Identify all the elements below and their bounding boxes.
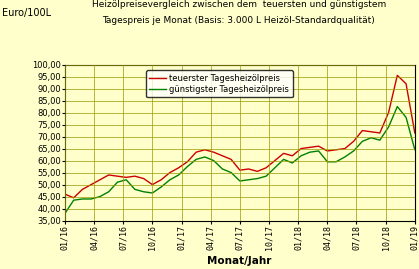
günstigster Tagesheizölpreis	[106, 190, 111, 193]
Text: Monat/Jahr: Monat/Jahr	[207, 256, 271, 266]
günstigster Tagesheizölpreis	[360, 140, 365, 143]
günstigster Tagesheizölpreis	[299, 154, 304, 157]
teuerster Tagesheizölpreis	[325, 149, 330, 153]
Text: Euro/100L: Euro/100L	[2, 8, 51, 18]
teuerster Tagesheizölpreis	[115, 175, 120, 178]
teuerster Tagesheizölpreis	[97, 178, 102, 181]
günstigster Tagesheizölpreis	[308, 151, 313, 154]
günstigster Tagesheizölpreis	[229, 171, 234, 174]
teuerster Tagesheizölpreis	[167, 171, 173, 174]
teuerster Tagesheizölpreis	[334, 148, 339, 151]
teuerster Tagesheizölpreis	[290, 154, 295, 157]
teuerster Tagesheizölpreis	[237, 169, 242, 172]
günstigster Tagesheizölpreis	[115, 180, 120, 184]
teuerster Tagesheizölpreis	[264, 166, 269, 169]
günstigster Tagesheizölpreis	[194, 158, 199, 161]
günstigster Tagesheizölpreis	[159, 185, 164, 189]
günstigster Tagesheizölpreis	[150, 191, 155, 194]
günstigster Tagesheizölpreis	[412, 148, 417, 151]
teuerster Tagesheizölpreis	[255, 170, 260, 173]
teuerster Tagesheizölpreis	[89, 183, 94, 186]
Line: teuerster Tagesheizölpreis: teuerster Tagesheizölpreis	[65, 75, 415, 198]
teuerster Tagesheizölpreis	[62, 193, 67, 196]
teuerster Tagesheizölpreis	[412, 131, 417, 134]
teuerster Tagesheizölpreis	[229, 158, 234, 161]
günstigster Tagesheizölpreis	[264, 175, 269, 178]
günstigster Tagesheizölpreis	[272, 166, 277, 169]
günstigster Tagesheizölpreis	[334, 160, 339, 163]
günstigster Tagesheizölpreis	[377, 139, 382, 142]
teuerster Tagesheizölpreis	[272, 159, 277, 162]
teuerster Tagesheizölpreis	[124, 176, 129, 179]
teuerster Tagesheizölpreis	[159, 178, 164, 181]
teuerster Tagesheizölpreis	[220, 154, 225, 157]
teuerster Tagesheizölpreis	[281, 152, 286, 155]
teuerster Tagesheizölpreis	[342, 147, 347, 150]
günstigster Tagesheizölpreis	[290, 161, 295, 165]
günstigster Tagesheizölpreis	[211, 159, 216, 162]
teuerster Tagesheizölpreis	[369, 130, 374, 133]
teuerster Tagesheizölpreis	[316, 144, 321, 148]
günstigster Tagesheizölpreis	[132, 188, 137, 191]
günstigster Tagesheizölpreis	[71, 199, 76, 202]
günstigster Tagesheizölpreis	[202, 155, 207, 159]
günstigster Tagesheizölpreis	[167, 178, 173, 181]
Legend: teuerster Tagesheizölpreis, günstigster Tagesheizölpreis: teuerster Tagesheizölpreis, günstigster …	[146, 70, 292, 97]
günstigster Tagesheizölpreis	[62, 212, 67, 215]
günstigster Tagesheizölpreis	[386, 125, 391, 129]
teuerster Tagesheizölpreis	[202, 148, 207, 151]
günstigster Tagesheizölpreis	[185, 165, 190, 168]
Line: günstigster Tagesheizölpreis: günstigster Tagesheizölpreis	[65, 107, 415, 213]
teuerster Tagesheizölpreis	[106, 173, 111, 176]
günstigster Tagesheizölpreis	[403, 116, 409, 119]
teuerster Tagesheizölpreis	[80, 188, 85, 191]
teuerster Tagesheizölpreis	[132, 175, 137, 178]
günstigster Tagesheizölpreis	[80, 197, 85, 201]
teuerster Tagesheizölpreis	[299, 147, 304, 150]
teuerster Tagesheizölpreis	[360, 129, 365, 132]
günstigster Tagesheizölpreis	[220, 167, 225, 171]
günstigster Tagesheizölpreis	[176, 173, 181, 176]
günstigster Tagesheizölpreis	[237, 179, 242, 183]
günstigster Tagesheizölpreis	[124, 178, 129, 181]
günstigster Tagesheizölpreis	[316, 149, 321, 153]
teuerster Tagesheizölpreis	[150, 183, 155, 186]
teuerster Tagesheizölpreis	[351, 140, 356, 143]
günstigster Tagesheizölpreis	[369, 136, 374, 139]
günstigster Tagesheizölpreis	[281, 158, 286, 161]
teuerster Tagesheizölpreis	[185, 160, 190, 163]
teuerster Tagesheizölpreis	[377, 131, 382, 134]
günstigster Tagesheizölpreis	[325, 160, 330, 163]
teuerster Tagesheizölpreis	[194, 151, 199, 154]
teuerster Tagesheizölpreis	[395, 74, 400, 77]
Text: Heizölpreisevergleich zwischen dem  teuersten und günstigstem: Heizölpreisevergleich zwischen dem teuer…	[92, 0, 386, 9]
günstigster Tagesheizölpreis	[246, 178, 251, 181]
günstigster Tagesheizölpreis	[89, 197, 94, 201]
günstigster Tagesheizölpreis	[97, 195, 102, 198]
Text: Tagespreis je Monat (Basis: 3.000 L Heizöl-Standardqualität): Tagespreis je Monat (Basis: 3.000 L Heiz…	[103, 16, 375, 25]
günstigster Tagesheizölpreis	[141, 190, 146, 193]
günstigster Tagesheizölpreis	[342, 155, 347, 159]
günstigster Tagesheizölpreis	[351, 149, 356, 153]
teuerster Tagesheizölpreis	[211, 151, 216, 154]
teuerster Tagesheizölpreis	[141, 177, 146, 180]
günstigster Tagesheizölpreis	[255, 177, 260, 180]
teuerster Tagesheizölpreis	[71, 196, 76, 199]
teuerster Tagesheizölpreis	[308, 146, 313, 149]
teuerster Tagesheizölpreis	[386, 111, 391, 114]
teuerster Tagesheizölpreis	[176, 166, 181, 169]
teuerster Tagesheizölpreis	[403, 82, 409, 85]
günstigster Tagesheizölpreis	[395, 105, 400, 108]
teuerster Tagesheizölpreis	[246, 167, 251, 171]
